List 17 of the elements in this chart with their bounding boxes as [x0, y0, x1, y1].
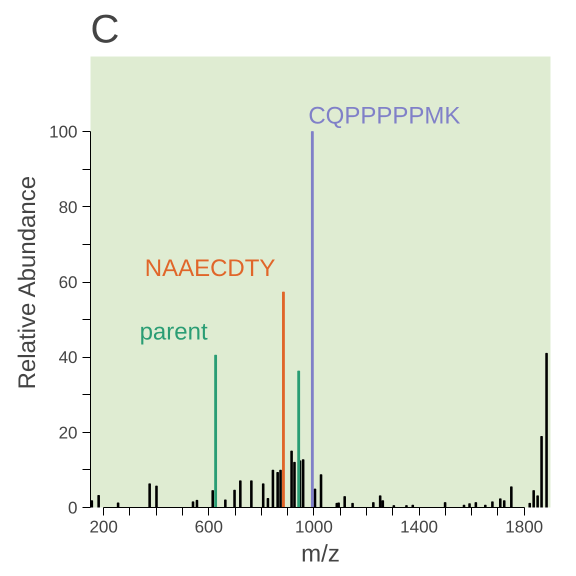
y-tick-label: 100: [49, 122, 78, 142]
x-tick-label: 1800: [505, 518, 544, 536]
x-tick-label: 200: [89, 518, 118, 536]
x-tick-label: 1400: [400, 518, 438, 536]
y-tick-label: 0: [68, 498, 78, 518]
y-axis-title: Relative Abundance: [14, 176, 42, 390]
x-tick-label: 1000: [295, 518, 333, 536]
y-tick-label: 80: [58, 198, 78, 217]
series-label: NAAECDTY: [144, 255, 276, 282]
x-axis-title: m/z: [301, 540, 340, 568]
x-tick-label: 600: [194, 518, 223, 536]
series-label: parent: [140, 318, 208, 346]
y-tick-label: 20: [58, 423, 78, 442]
chart-title: C: [90, 8, 120, 52]
series-label: CQPPPPPMK: [308, 102, 460, 130]
y-tick-label: 60: [58, 273, 78, 292]
y-tick-label: 40: [58, 348, 78, 368]
